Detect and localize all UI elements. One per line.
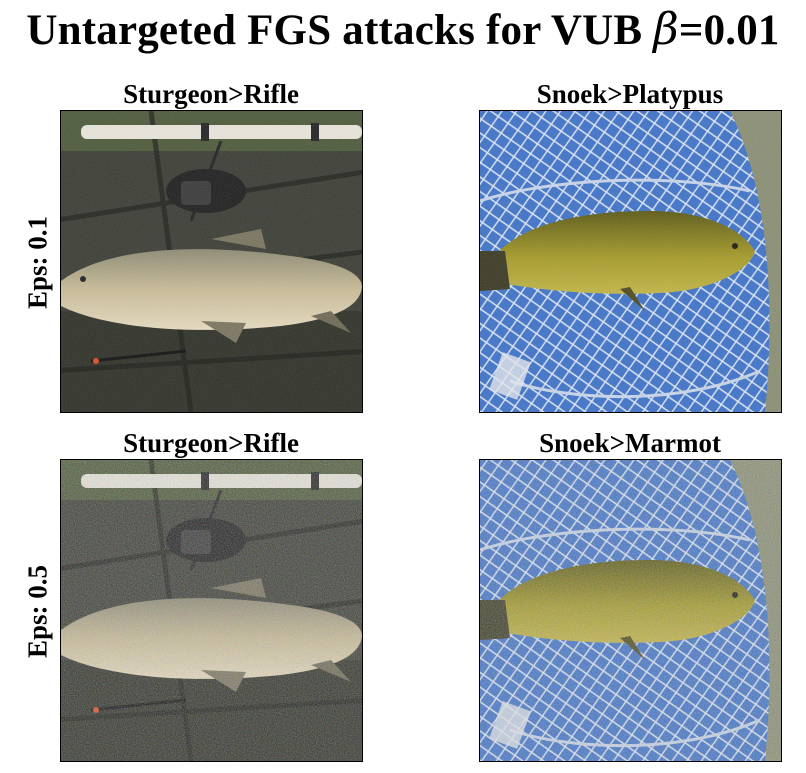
panel-title-bottom-right: Snoek>Marmot [539,428,721,458]
row-label-eps-0-1: Eps: 0.1 [22,215,53,310]
snoek-photo [480,111,781,412]
image-sturgeon-eps-0-5 [60,459,363,762]
title-beta-value: =0.01 [678,7,780,54]
sturgeon-photo-perturbed [61,460,362,761]
title-text: Untargeted FGS attacks for VUB [26,7,654,54]
panel-title-top-right: Snoek>Platypus [536,79,724,109]
panel-title-bottom-left: Sturgeon>Rifle [123,428,299,458]
image-sturgeon-eps-0-1 [60,110,363,413]
sturgeon-photo [61,111,362,412]
title-beta-symbol: β [653,4,679,55]
figure-title: Untargeted FGS attacks for VUB β=0.01 [0,4,806,55]
row-label-eps-0-5: Eps: 0.5 [22,564,53,659]
panel-title-top-left: Sturgeon>Rifle [123,79,299,109]
snoek-photo-perturbed [480,460,781,761]
image-snoek-eps-0-5 [479,459,782,762]
image-snoek-eps-0-1 [479,110,782,413]
